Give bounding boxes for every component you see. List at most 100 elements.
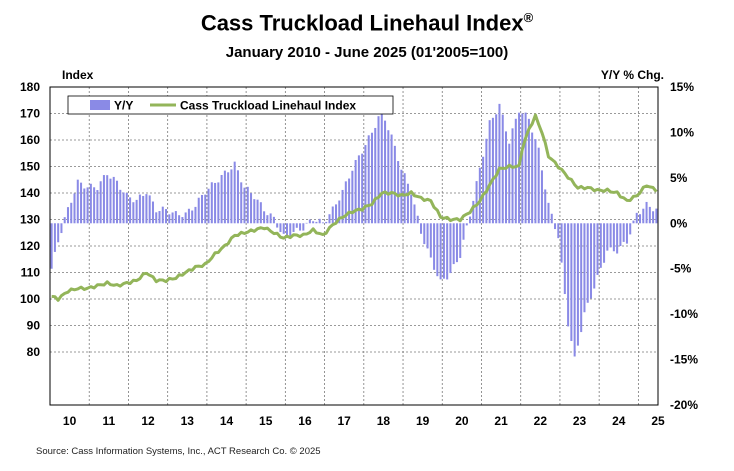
yy-bar (655, 208, 658, 224)
yy-bar (550, 213, 553, 224)
yy-bar (145, 194, 148, 224)
yy-bar (586, 223, 589, 303)
yy-bar (393, 145, 396, 224)
legend-label-yy: Y/Y (114, 99, 133, 113)
yy-bar (335, 204, 338, 224)
yy-bar (99, 181, 102, 224)
yy-bar (158, 211, 161, 224)
left-tick-label: 130 (20, 213, 40, 227)
yy-bar (413, 204, 416, 224)
yy-bar (527, 118, 530, 224)
yy-bar (593, 223, 596, 289)
yy-bar (325, 221, 328, 224)
yy-bar (482, 156, 485, 224)
chart-title-text: Cass Truckload Linehaul Index (200, 10, 524, 36)
yy-bar (469, 216, 472, 224)
yy-bar (540, 170, 543, 224)
right-tick-label: -20% (670, 398, 698, 412)
right-tick-label: -10% (670, 307, 698, 321)
yy-bar (361, 153, 364, 224)
yy-bar (70, 202, 73, 224)
legend-bar-swatch (90, 100, 110, 110)
yy-bar (589, 223, 593, 299)
yy-bar (138, 194, 141, 224)
yy-bar (570, 223, 573, 342)
yy-bar (521, 113, 524, 224)
yy-bar (632, 220, 635, 224)
yy-bar (344, 181, 347, 224)
yy-bar (161, 206, 164, 224)
yy-bar (53, 223, 56, 252)
yy-bar (233, 161, 236, 224)
yy-bar (449, 223, 452, 274)
yy-bar (122, 192, 125, 224)
yy-bar (436, 223, 439, 277)
yy-bar (168, 214, 171, 224)
yy-bar (488, 120, 491, 224)
yy-bar (485, 138, 488, 224)
x-tick-label: 19 (416, 414, 430, 428)
yy-bar (89, 183, 92, 224)
yy-bar (295, 223, 298, 228)
yy-bar (197, 197, 200, 224)
yy-bar (227, 172, 230, 224)
yy-bar (524, 112, 527, 224)
yy-bar (580, 223, 583, 333)
left-tick-label: 110 (21, 266, 41, 280)
yy-bar (648, 206, 651, 224)
yy-bar (609, 223, 612, 248)
yy-bar (491, 117, 494, 224)
yy-bar (250, 193, 253, 224)
yy-bar (263, 211, 266, 224)
yy-bar (285, 223, 289, 236)
yy-bar (374, 127, 377, 224)
left-tick-label: 180 (20, 80, 40, 94)
yy-bar (455, 223, 458, 263)
x-tick-label: 21 (494, 414, 508, 428)
yy-bar (181, 217, 184, 224)
yy-bar (599, 223, 602, 268)
left-tick-label: 90 (27, 319, 41, 333)
yy-bar (377, 116, 380, 224)
x-tick-label: 11 (102, 414, 115, 428)
yy-bar (426, 223, 429, 249)
yy-bar (243, 187, 246, 224)
yy-bar (446, 223, 449, 280)
yy-bar (93, 187, 96, 224)
yy-bar (328, 214, 331, 224)
yy-bar (106, 175, 109, 224)
yy-bar (220, 175, 223, 224)
source-note: Source: Cass Information Systems, Inc., … (36, 446, 321, 457)
yy-bar (276, 223, 279, 228)
yy-bar (112, 176, 115, 224)
yy-bar (537, 147, 540, 224)
left-tick-label: 140 (20, 186, 40, 200)
yy-bar (256, 199, 259, 224)
yy-bar (652, 211, 655, 224)
yy-bar (338, 200, 341, 224)
yy-bar (596, 223, 599, 275)
yy-bar (57, 223, 60, 243)
left-tick-label: 100 (20, 292, 40, 306)
yy-bar (96, 190, 99, 224)
yy-bar (217, 182, 220, 224)
yy-bar (534, 139, 537, 224)
yy-bar (348, 178, 351, 224)
chart-subtitle: January 2010 - June 2025 (01'2005=100) (225, 44, 509, 61)
left-tick-label: 150 (20, 160, 40, 174)
yy-bar (86, 187, 89, 224)
x-tick-label: 15 (259, 414, 273, 428)
yy-bar (214, 182, 217, 224)
yy-bar (73, 193, 76, 224)
yy-bar (563, 223, 566, 295)
yy-bar (478, 167, 481, 224)
yy-bar (557, 223, 560, 239)
yy-bar (119, 189, 122, 224)
x-tick-label: 10 (63, 414, 77, 428)
yy-bar (50, 223, 53, 269)
yy-bar (416, 215, 419, 224)
yy-bar (187, 208, 190, 224)
yy-bar (174, 211, 177, 224)
yy-bar (429, 223, 432, 258)
